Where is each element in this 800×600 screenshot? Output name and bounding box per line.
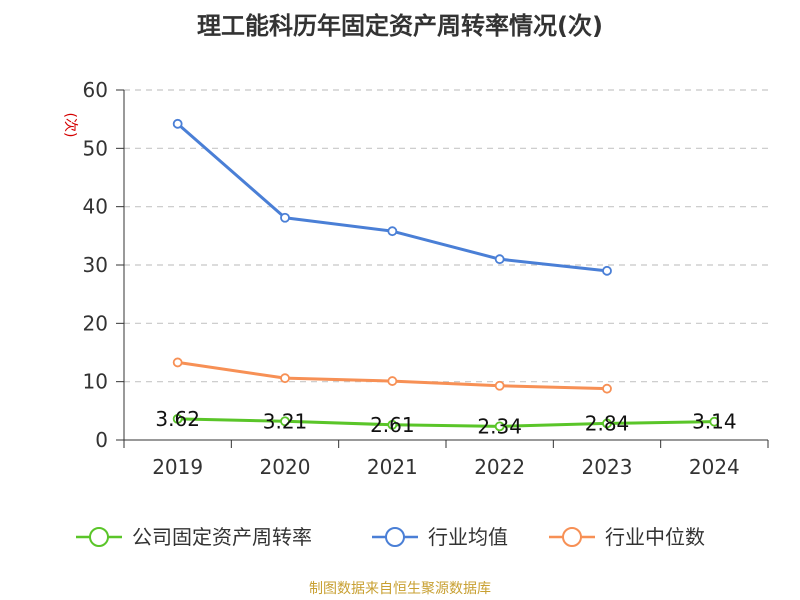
- data-label: 3.21: [263, 409, 308, 433]
- y-axis-label: (次): [62, 113, 78, 138]
- data-point: [602, 418, 612, 429]
- series-line-1: [176, 122, 608, 273]
- legend-label: 行业均值: [428, 525, 508, 549]
- data-point: [280, 212, 290, 223]
- legend-label: 公司固定资产周转率: [132, 525, 312, 549]
- data-point: [494, 421, 505, 432]
- x-tick-label: 2020: [260, 455, 311, 479]
- y-tick-label: 30: [83, 253, 108, 277]
- x-tick-label: 2024: [689, 455, 740, 479]
- data-label: 2.34: [477, 414, 522, 438]
- data-label: 3.62: [155, 407, 200, 431]
- y-tick-label: 20: [83, 311, 108, 335]
- data-label: 2.84: [585, 411, 630, 435]
- x-tick-label: 2019: [152, 455, 203, 479]
- legend-marker: [562, 527, 582, 547]
- data-point: [172, 118, 183, 129]
- data-point: [602, 383, 612, 394]
- y-tick-label: 10: [83, 370, 108, 394]
- source-note: 制图数据来自恒生聚源数据库: [309, 581, 491, 597]
- legend-label: 行业中位数: [605, 525, 705, 549]
- data-point: [494, 380, 505, 391]
- data-point: [494, 254, 505, 265]
- y-tick-label: 0: [95, 428, 108, 452]
- legend-marker: [385, 527, 405, 547]
- data-point: [387, 419, 398, 430]
- chart-title: 理工能科历年固定资产周转率情况(次): [197, 12, 603, 40]
- y-tick-label: 50: [83, 136, 108, 160]
- y-tick-label: 40: [83, 195, 108, 219]
- data-point: [709, 416, 720, 427]
- data-point: [280, 416, 290, 427]
- series-line-0: [177, 417, 715, 428]
- data-point: [280, 373, 290, 384]
- data-point: [387, 226, 398, 237]
- data-point: [172, 357, 183, 368]
- x-tick-label: 2021: [367, 455, 418, 479]
- data-point: [172, 413, 183, 424]
- data-point: [602, 265, 612, 276]
- legend-marker: [89, 527, 109, 547]
- x-tick-label: 2022: [474, 455, 525, 479]
- x-tick-label: 2023: [582, 455, 633, 479]
- data-label: 3.14: [692, 410, 737, 434]
- data-point: [387, 376, 398, 386]
- data-label: 2.61: [370, 413, 415, 437]
- y-tick-label: 60: [83, 78, 108, 102]
